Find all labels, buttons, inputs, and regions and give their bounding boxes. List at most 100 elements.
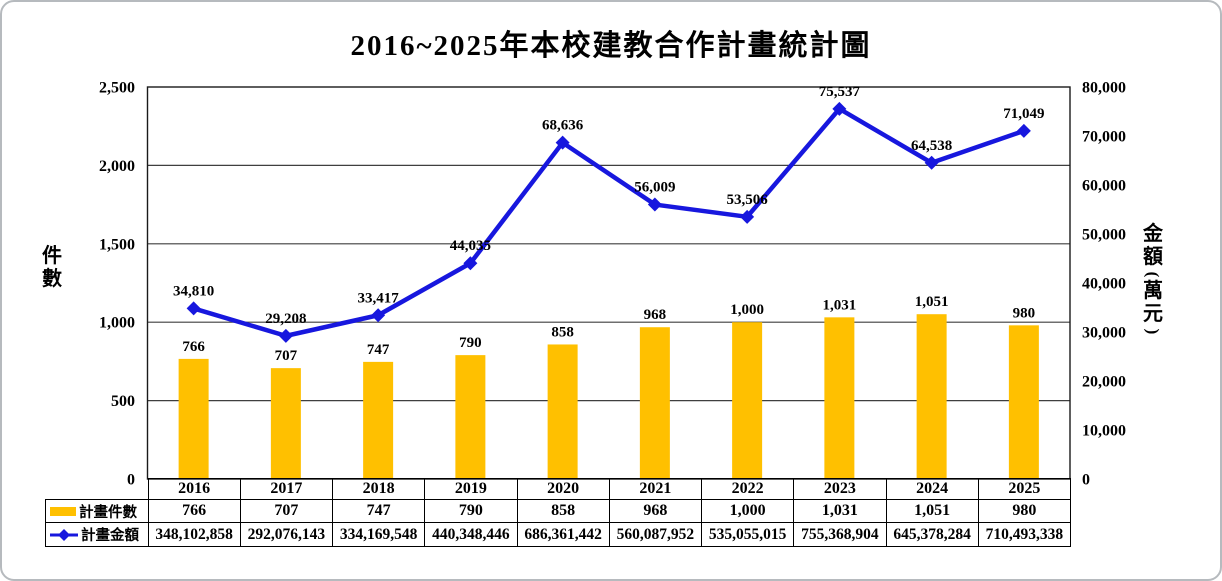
right-axis-tick-label: 10,000: [1082, 423, 1126, 440]
chart-title: 2016~2025年本校建教合作計畫統計圖: [350, 30, 872, 62]
line-marker-2020: [555, 135, 570, 150]
bar-2019: [455, 355, 486, 479]
year-cell: 2020: [516, 478, 610, 500]
count-cell: 980: [977, 499, 1072, 523]
year-cell: 2018: [331, 478, 426, 500]
left-axis-tick-label: 0: [127, 472, 135, 489]
bar-label-2019: 790: [459, 335, 482, 351]
bar-2017: [270, 368, 301, 479]
line-label-2025: 71,049: [1003, 106, 1044, 122]
amount-cell: 645,378,284: [885, 522, 979, 547]
amount-cell: 686,361,442: [516, 522, 610, 547]
year-cell: 2022: [700, 478, 795, 500]
year-cell: 2019: [424, 478, 518, 500]
line-label-2019: 44,035: [450, 238, 491, 254]
left-axis-tick-label: 1,500: [99, 236, 135, 253]
right-axis-title: 金額(萬元): [1141, 223, 1165, 337]
bar-label-2023: 1,031: [823, 297, 857, 313]
bar-label-2020: 858: [551, 324, 574, 340]
bar-label-2025: 980: [1013, 305, 1036, 321]
amount-cell: 535,055,015: [700, 522, 795, 547]
line-marker-2022: [740, 209, 755, 224]
amount-cell: 440,348,446: [424, 522, 518, 547]
line-marker-2018: [371, 308, 386, 323]
line-label-2024: 64,538: [911, 138, 952, 154]
axis-title-char: 金: [1143, 223, 1163, 245]
bar-2020: [547, 344, 578, 479]
line-label-2016: 34,810: [173, 283, 214, 299]
axis-title-char: 萬: [1143, 280, 1163, 302]
bar-label-2017: 707: [275, 348, 298, 364]
count-cell: 1,031: [793, 499, 887, 523]
amount-cell: 292,076,143: [239, 522, 334, 547]
line-series: [192, 106, 1025, 339]
amount-cell: 560,087,952: [608, 522, 703, 547]
bar-2025: [1008, 325, 1039, 479]
line-marker-2023: [832, 101, 847, 116]
bar-label-2021: 968: [644, 307, 667, 323]
bar-2022: [732, 322, 763, 479]
count-cell: 1,000: [700, 499, 795, 523]
year-cell: 2024: [885, 478, 979, 500]
amount-cell: 348,102,858: [147, 522, 241, 547]
bar-2016: [178, 358, 209, 479]
line-label-2022: 53,506: [727, 192, 769, 208]
count-cell: 790: [424, 499, 518, 523]
year-cell: 2021: [608, 478, 703, 500]
count-cell: 707: [239, 499, 334, 523]
amount-cell: 710,493,338: [977, 522, 1072, 547]
amount-cell: 334,169,548: [331, 522, 426, 547]
axis-title-char: 數: [42, 268, 62, 290]
right-axis-tick-label: 30,000: [1082, 325, 1126, 342]
data-table: 2016 2017 2018 2019 2020 2021 2022 2023 2024 2025…: [45, 478, 1072, 547]
table-corner-spacer: [46, 479, 149, 500]
bar-label-2018: 747: [367, 342, 390, 358]
right-axis-tick-label: 0: [1082, 472, 1090, 489]
count-cell: 747: [331, 499, 426, 523]
count-cell: 766: [147, 499, 241, 523]
line-label-2020: 68,636: [542, 118, 584, 134]
axis-title-char: 額: [1143, 246, 1163, 268]
line-marker-2017: [278, 328, 293, 343]
bar-2021: [639, 327, 670, 479]
line-label-2017: 29,208: [265, 311, 306, 327]
year-cell: 2016: [147, 478, 241, 500]
line-legend-swatch: [50, 528, 78, 541]
bar-label-2016: 766: [182, 339, 205, 355]
year-cell: 2025: [977, 478, 1072, 500]
right-axis-tick-label: 70,000: [1082, 129, 1126, 146]
line-marker-2021: [647, 197, 662, 212]
line-marker-2024: [924, 155, 939, 170]
right-axis-tick-label: 20,000: [1082, 374, 1126, 391]
bar-legend-label: 計畫件數: [79, 504, 137, 521]
bar-label-2024: 1,051: [915, 294, 949, 310]
line-marker-2019: [463, 256, 478, 271]
right-axis-tick-label: 80,000: [1082, 80, 1126, 97]
axis-title-char: 件: [42, 245, 62, 267]
left-axis-title: 件數: [40, 245, 64, 291]
bar-2023: [824, 317, 855, 479]
year-cell: 2017: [239, 478, 334, 500]
right-axis-tick-label: 40,000: [1082, 276, 1126, 293]
line-marker-2016: [186, 301, 201, 316]
axis-title-char: 元: [1143, 303, 1163, 325]
amount-cell: 755,368,904: [793, 522, 887, 547]
right-axis-tick-label: 50,000: [1082, 227, 1126, 244]
count-cell: 1,051: [885, 499, 979, 523]
bar-label-2022: 1,000: [730, 302, 764, 318]
bar-2024: [916, 314, 947, 479]
line-label-2021: 56,009: [634, 180, 675, 196]
line-label-2018: 33,417: [358, 290, 400, 306]
left-axis-tick-label: 2,500: [99, 80, 135, 97]
line-marker-2025: [1016, 123, 1031, 138]
left-axis-tick-label: 500: [111, 393, 135, 410]
left-axis-tick-label: 1,000: [99, 315, 135, 332]
legend-bar-cell: 計畫件數: [45, 499, 149, 523]
bar-legend-swatch: [50, 506, 76, 516]
count-cell: 858: [516, 499, 610, 523]
line-label-2023: 75,537: [819, 84, 861, 100]
line-legend-label: 計畫金額: [81, 528, 139, 544]
count-cell: 968: [608, 499, 703, 523]
